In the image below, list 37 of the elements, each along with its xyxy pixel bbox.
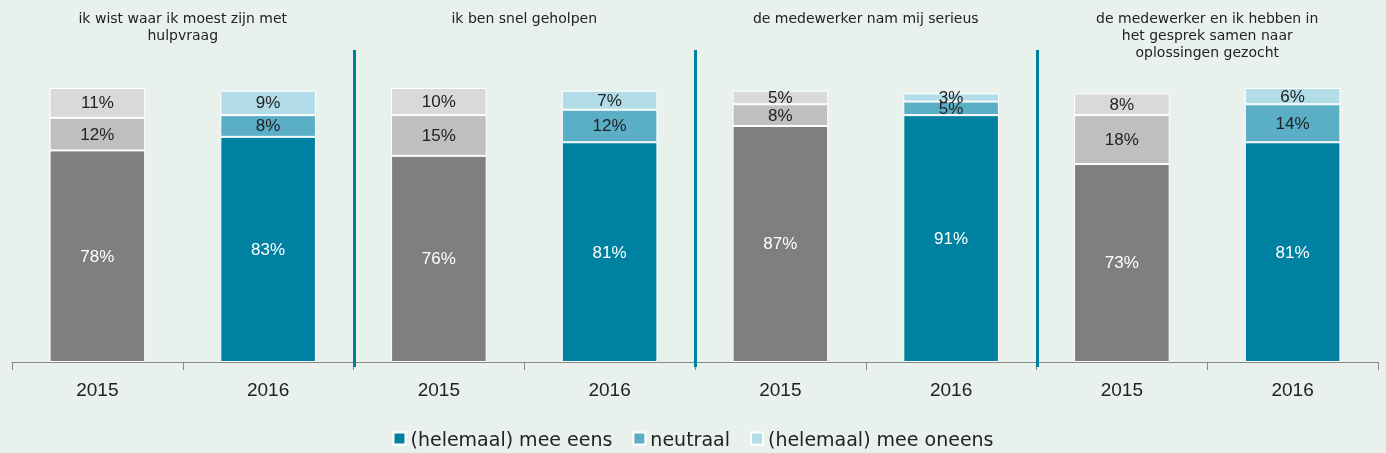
data-label: 8% [1109,94,1135,114]
data-label: 81% [592,242,627,262]
x-tick-label: 2015 [76,379,119,400]
text: de medewerker en ik hebben in het gesprek samen naar oplossingen gezocht [1095,10,1320,61]
data-label: 8% [255,116,281,136]
data-label: 81% [1275,242,1310,262]
data-label: 78% [80,246,115,266]
data-label: 7% [597,90,622,110]
data-label: 12% [592,116,627,136]
data-label: 9% [255,93,281,113]
legend-label: (helemaal) mee oneens [767,427,994,450]
x-tick-label: 2016 [588,379,631,400]
data-label: 6% [1280,86,1305,106]
data-label: 87% [763,234,798,254]
data-label: 8% [768,105,793,125]
data-label: 76% [421,249,456,269]
x-tick-label: 2016 [246,379,290,400]
data-label: 18% [1104,130,1139,150]
data-label: 5% [768,88,793,107]
text: de medewerker nam mij serieus [751,10,980,27]
x-tick-label: 2015 [1100,379,1144,400]
x-tick-label: 2015 [759,379,802,400]
x-tick-label: 2016 [929,379,973,400]
data-label: 73% [1104,253,1139,273]
data-label: 14% [1275,113,1310,133]
legend-label: neutraal [650,427,730,450]
data-label: 10% [421,92,456,112]
text: ik wist waar ik moest zijn met hulpvraag [77,10,288,44]
data-label: 91% [934,229,969,249]
x-tick-label: 2016 [1271,379,1314,400]
data-label: 12% [80,124,115,144]
data-label: 11% [80,93,114,113]
data-label: 15% [421,125,456,145]
data-label: 83% [251,239,286,259]
text: ik ben snel geholpen [450,10,599,27]
legend-label: (helemaal) mee eens [410,427,613,450]
x-tick-label: 2015 [417,379,461,400]
